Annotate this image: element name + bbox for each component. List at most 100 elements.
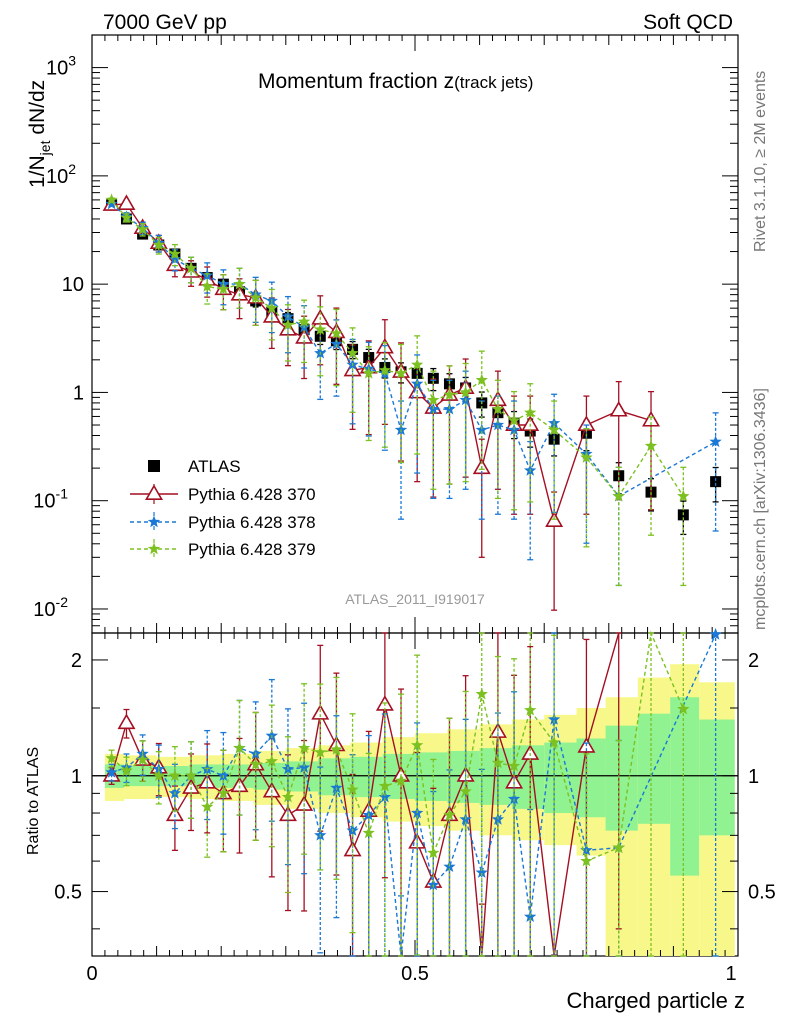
main-series-3-point (201, 280, 214, 292)
ratio-series-2-point (394, 774, 408, 787)
main-series-3-point (265, 301, 278, 314)
legend-label-2: Pythia 6.428 378 (188, 513, 316, 532)
main-series-3-line (111, 199, 684, 498)
main-series-3-point (362, 366, 375, 379)
main-series-1-point (117, 194, 136, 210)
main-series-2-point (105, 197, 118, 210)
band-green-10 (415, 752, 448, 801)
band-green-8 (350, 756, 383, 798)
main-series-3-point (427, 393, 440, 406)
ratio-series-1-point (105, 765, 118, 778)
legend-marker-1 (145, 484, 163, 500)
main-series-3-point (378, 363, 391, 376)
legend-label-0: ATLAS (188, 457, 241, 476)
ratio-series-2-point (249, 757, 262, 770)
main-series-3-point (297, 315, 311, 327)
ratio-y-tick-label-right: 0.5 (748, 882, 776, 904)
main-series-3-point (524, 406, 537, 418)
main-series-3-point (475, 373, 488, 386)
ratio-series-1-point (507, 792, 521, 805)
ratio-uncertainty-band (92, 664, 738, 956)
ratio-series-2-point (411, 738, 424, 751)
ratio-series-2-point (120, 764, 133, 777)
x-axis-title: Charged particle z (566, 988, 745, 1013)
ratio-series-1-point (297, 761, 311, 773)
main-series-3-point (184, 261, 198, 274)
main-series-3-point (612, 489, 625, 502)
ratio-series-0-point (117, 713, 136, 730)
main-series-3-point (281, 318, 295, 331)
ratio-series-2-point (547, 736, 561, 748)
ratio-y-tick-label: 2 (71, 650, 82, 672)
main-series-3-point (105, 193, 118, 206)
ratio-series-1-point (378, 790, 391, 803)
main-series-0-point (710, 476, 722, 488)
ratio-series-1-point (217, 769, 230, 781)
main-series-3-point (168, 247, 182, 260)
main-y-label: 1/Njet dN/dz (26, 80, 53, 188)
process-label: Soft QCD (643, 11, 733, 34)
main-series-3-point (233, 277, 246, 290)
main-y-tick-label: 10 (62, 274, 84, 296)
main-series-3-point (217, 282, 230, 295)
legend-marker-2 (147, 515, 161, 528)
ratio-series-2-point (443, 808, 456, 821)
ratio-series-2-point (580, 854, 593, 867)
ratio-series-2-point (330, 743, 343, 755)
ratio-series-1-point (427, 878, 440, 891)
legend-label-1: Pythia 6.428 370 (188, 485, 316, 504)
ratio-series-0-point (311, 704, 330, 720)
ratio-series-2-point (201, 800, 214, 813)
ratio-series-2-point (265, 754, 278, 767)
main-series-3-point (491, 402, 505, 415)
main-series-2-line (111, 203, 716, 498)
ratio-series-2-point (105, 751, 118, 764)
main-series-3-point (249, 291, 262, 303)
x-tick-label: 0 (86, 963, 97, 985)
ratio-series-2-point (524, 703, 537, 716)
main-series-3-point (580, 451, 593, 463)
main-series-2-point (475, 423, 488, 436)
main-series-3-point (547, 423, 561, 436)
ratio-y-tick-label-right: 2 (748, 650, 759, 672)
main-series-2-point (394, 423, 408, 436)
main-series-3-point (507, 414, 521, 426)
ratio-series-1-point (524, 910, 537, 922)
ratio-series-2-point (491, 756, 505, 769)
main-series-2-point (709, 435, 722, 448)
x-tick-label: 1 (725, 963, 736, 985)
legend-marker-3 (147, 542, 161, 555)
ratio-series-2-point (297, 741, 311, 754)
main-series-3-point (644, 439, 658, 452)
x-tick-label: 0.5 (401, 963, 429, 985)
plot-title-main: Momentum fraction z (258, 70, 454, 93)
ratio-series-1-point (709, 627, 722, 640)
ratio-series-2-point (677, 702, 690, 715)
main-y-tick-label: 102 (46, 161, 76, 188)
ratio-series-2-point (475, 687, 488, 700)
main-series-3-point (330, 327, 343, 339)
source-label: mcplots.cern.ch [arXiv:1306.3436] (752, 388, 769, 630)
ratio-series-2-point (281, 790, 295, 803)
series-layer (102, 193, 722, 957)
main-series-2-point (330, 337, 343, 350)
ratio-series-2-point (507, 759, 521, 772)
main-series-3-point (136, 223, 149, 235)
band-green-19 (699, 719, 735, 836)
main-series-2-point (491, 418, 505, 431)
ratio-series-2-point (314, 745, 327, 758)
main-series-3-point (411, 358, 424, 370)
ratio-series-2-point (217, 786, 230, 799)
ratio-series-1-point (547, 713, 561, 725)
main-y-tick-label: 10-1 (33, 486, 68, 513)
main-series-3-point (314, 323, 327, 335)
legend-label-3: Pythia 6.428 379 (188, 540, 316, 559)
ratio-y-tick-label: 1 (71, 766, 82, 788)
analysis-tag: ATLAS_2011_I919017 (345, 591, 485, 607)
main-y-tick-label: 103 (46, 53, 76, 80)
ratio-series-2-point (378, 779, 391, 792)
ratio-series-2-point (184, 769, 198, 781)
ratio-y-tick-label-right: 1 (748, 766, 759, 788)
main-series-3-point (443, 388, 456, 401)
